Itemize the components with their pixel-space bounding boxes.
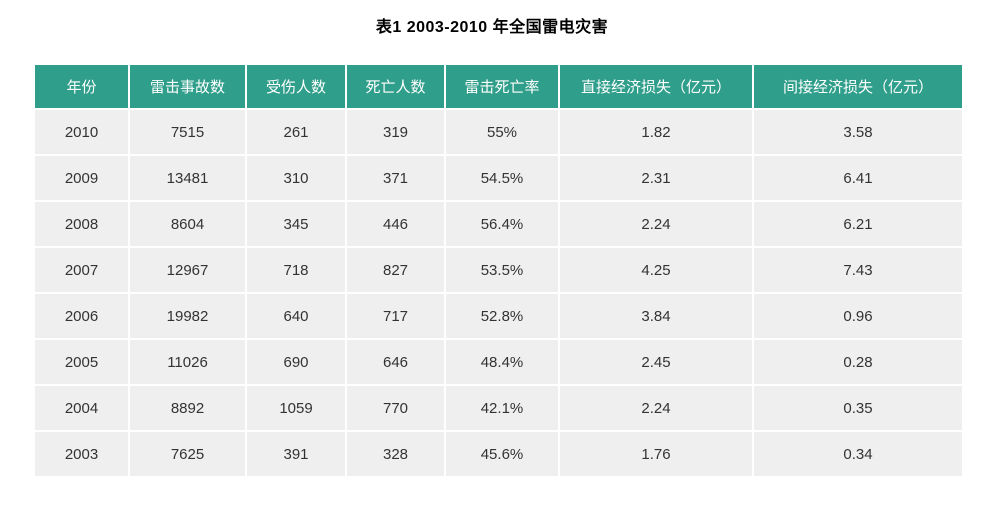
column-header: 年份: [35, 65, 128, 108]
table-cell: 11026: [130, 340, 245, 384]
year-cell: 2008: [35, 202, 128, 246]
table-row: 2004 8892 1059 770 42.1% 2.24 0.35: [35, 386, 962, 430]
table-cell: 55%: [446, 110, 558, 154]
table-cell: 345: [247, 202, 345, 246]
header-row: 年份 雷击事故数 受伤人数 死亡人数 雷击死亡率 直接经济损失（亿元） 间接经济损失（亿元）: [35, 65, 962, 108]
table-cell: 3.58: [754, 110, 962, 154]
table-cell: 2.45: [560, 340, 752, 384]
table-cell: 827: [347, 248, 444, 292]
table-cell: 0.28: [754, 340, 962, 384]
table-row: 2007 12967 718 827 53.5% 4.25 7.43: [35, 248, 962, 292]
table-cell: 0.96: [754, 294, 962, 338]
table-cell: 391: [247, 432, 345, 476]
table-row: 2006 19982 640 717 52.8% 3.84 0.96: [35, 294, 962, 338]
column-header: 间接经济损失（亿元）: [754, 65, 962, 108]
table-cell: 8604: [130, 202, 245, 246]
table-cell: 371: [347, 156, 444, 200]
table-cell: 8892: [130, 386, 245, 430]
table-row: 2005 11026 690 646 48.4% 2.45 0.28: [35, 340, 962, 384]
table-cell: 53.5%: [446, 248, 558, 292]
column-header: 受伤人数: [247, 65, 345, 108]
table-row: 2010 7515 261 319 55% 1.82 3.58: [35, 110, 962, 154]
table-cell: 0.34: [754, 432, 962, 476]
table-cell: 2.24: [560, 202, 752, 246]
table-cell: 2.24: [560, 386, 752, 430]
table-cell: 12967: [130, 248, 245, 292]
year-cell: 2010: [35, 110, 128, 154]
table-cell: 42.1%: [446, 386, 558, 430]
table-cell: 7625: [130, 432, 245, 476]
table-cell: 310: [247, 156, 345, 200]
year-cell: 2005: [35, 340, 128, 384]
table-cell: 2.31: [560, 156, 752, 200]
table-cell: 1.76: [560, 432, 752, 476]
table-cell: 1.82: [560, 110, 752, 154]
table-cell: 48.4%: [446, 340, 558, 384]
table-cell: 19982: [130, 294, 245, 338]
table-cell: 690: [247, 340, 345, 384]
table-cell: 0.35: [754, 386, 962, 430]
table-row: 2009 13481 310 371 54.5% 2.31 6.41: [35, 156, 962, 200]
table-cell: 4.25: [560, 248, 752, 292]
year-cell: 2004: [35, 386, 128, 430]
table-cell: 6.41: [754, 156, 962, 200]
table-cell: 3.84: [560, 294, 752, 338]
table-header: 年份 雷击事故数 受伤人数 死亡人数 雷击死亡率 直接经济损失（亿元） 间接经济损失（亿元）: [35, 65, 962, 108]
table-cell: 328: [347, 432, 444, 476]
table-cell: 56.4%: [446, 202, 558, 246]
year-cell: 2006: [35, 294, 128, 338]
table-cell: 1059: [247, 386, 345, 430]
column-header: 直接经济损失（亿元）: [560, 65, 752, 108]
year-cell: 2009: [35, 156, 128, 200]
year-cell: 2007: [35, 248, 128, 292]
table-cell: 54.5%: [446, 156, 558, 200]
table-title: 表1 2003-2010 年全国雷电灾害: [375, 19, 609, 36]
lightning-disaster-table: 年份 雷击事故数 受伤人数 死亡人数 雷击死亡率 直接经济损失（亿元） 间接经济损失（亿元）…: [33, 63, 964, 478]
table-cell: 52.8%: [446, 294, 558, 338]
table-cell: 646: [347, 340, 444, 384]
table-cell: 7.43: [754, 248, 962, 292]
table-cell: 319: [347, 110, 444, 154]
table-row: 2008 8604 345 446 56.4% 2.24 6.21: [35, 202, 962, 246]
table-cell: 770: [347, 386, 444, 430]
column-header: 雷击事故数: [130, 65, 245, 108]
table-cell: 6.21: [754, 202, 962, 246]
table-row: 2003 7625 391 328 45.6% 1.76 0.34: [35, 432, 962, 476]
year-cell: 2003: [35, 432, 128, 476]
table-cell: 640: [247, 294, 345, 338]
table-body: 2010 7515 261 319 55% 1.82 3.58 2009 13481 310 371…: [35, 110, 962, 476]
column-header: 雷击死亡率: [446, 65, 558, 108]
table-cell: 13481: [130, 156, 245, 200]
table-cell: 718: [247, 248, 345, 292]
table-cell: 717: [347, 294, 444, 338]
table-cell: 45.6%: [446, 432, 558, 476]
table-cell: 7515: [130, 110, 245, 154]
column-header: 死亡人数: [347, 65, 444, 108]
table-cell: 446: [347, 202, 444, 246]
table-cell: 261: [247, 110, 345, 154]
